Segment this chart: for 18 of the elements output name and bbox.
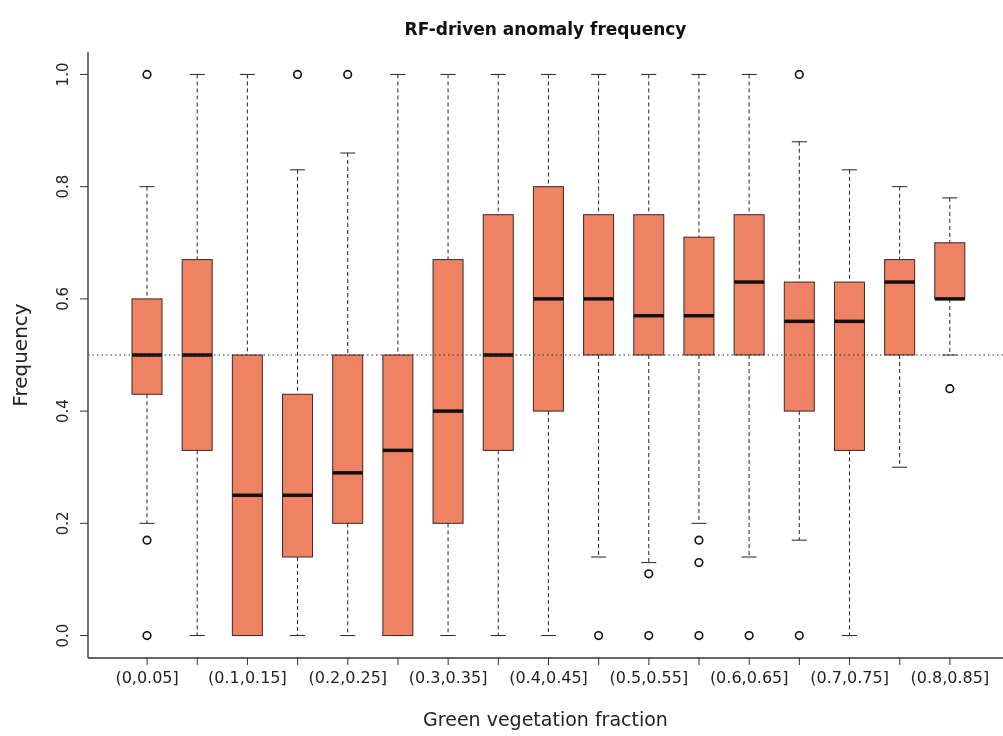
x-axis-title: Green vegetation fraction xyxy=(423,708,668,730)
y-tick-label: 0.2 xyxy=(54,511,72,536)
chart-title: RF-driven anomaly frequency xyxy=(403,18,688,40)
x-tick-label: (0.3,0.35] xyxy=(408,668,488,687)
x-tick-label: (0.5,0.55] xyxy=(609,668,689,687)
x-tick-label: (0.7,0.75] xyxy=(810,668,889,687)
y-tick-label: 0.8 xyxy=(54,174,72,199)
y-axis-title: Frequency xyxy=(8,303,33,407)
y-tick-label: 1.0 xyxy=(54,62,72,87)
x-tick-label: (0.2,0.25] xyxy=(308,668,388,687)
y-tick-label: 0.6 xyxy=(54,286,72,311)
x-tick-label: (0.8,0.85] xyxy=(910,668,990,687)
x-tick-label: (0.6,0.65] xyxy=(709,668,789,687)
y-tick-label: 0.0 xyxy=(54,623,72,648)
x-tick-label: (0.1,0.15] xyxy=(208,668,287,687)
x-tick-label: (0.4,0.45] xyxy=(509,668,588,687)
y-tick-label: 0.4 xyxy=(54,399,72,424)
x-tick-label: (0,0.05] xyxy=(115,668,179,687)
